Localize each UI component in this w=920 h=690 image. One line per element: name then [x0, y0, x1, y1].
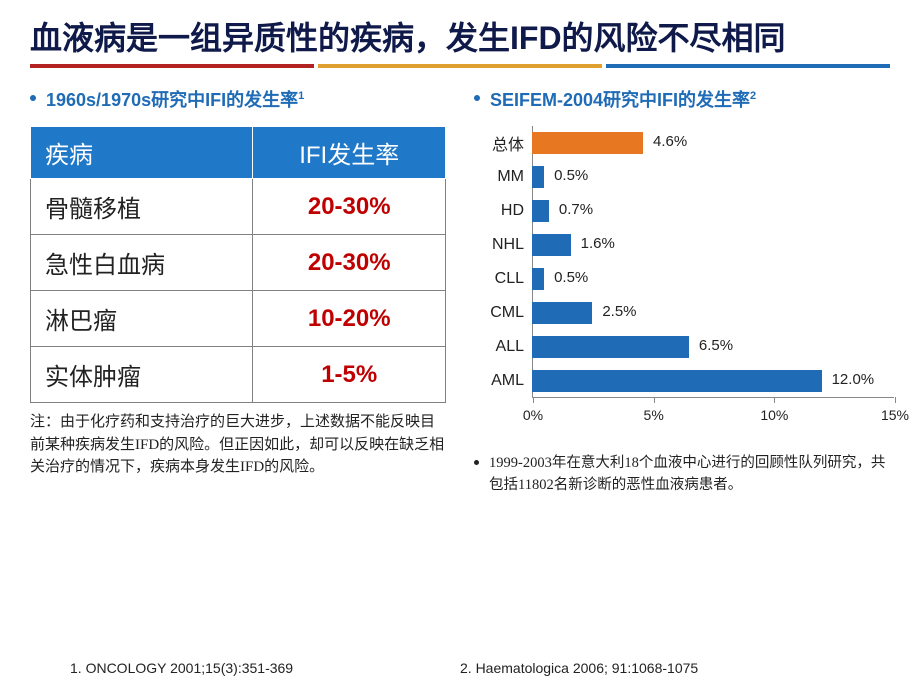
rate-cell: 20-30% [253, 179, 446, 235]
col-header-rate: IFI发生率 [253, 127, 446, 179]
disease-cell: 骨髓移植 [31, 179, 253, 235]
chart-row: ALL 6.5% [474, 330, 894, 364]
disease-cell: 急性白血病 [31, 235, 253, 291]
chart-value-label: 6.5% [699, 337, 733, 354]
ref-1: 1. ONCOLOGY 2001;15(3):351-369 [70, 660, 460, 676]
chart-bar [532, 234, 571, 256]
chart-bar [532, 166, 544, 188]
axis-tick-label: 5% [644, 407, 664, 423]
seifem-bar-chart: 0%5%10%15% 总体4.6%MM0.5%HD0.7%NHL1.6%CLL0… [474, 126, 894, 432]
table-row: 实体肿瘤1-5% [31, 347, 446, 403]
bullet-icon [474, 460, 479, 465]
chart-category-label: ALL [474, 338, 532, 356]
axis-tick-label: 15% [881, 407, 909, 423]
chart-category-label: CML [474, 304, 532, 322]
col-header-disease: 疾病 [31, 127, 253, 179]
table-row: 骨髓移植20-30% [31, 179, 446, 235]
chart-category-label: CLL [474, 270, 532, 288]
chart-bar [532, 336, 689, 358]
ref-2: 2. Haematologica 2006; 91:1068-1075 [460, 660, 850, 676]
chart-value-label: 1.6% [581, 235, 615, 252]
axis-tick-label: 0% [523, 407, 543, 423]
chart-row: AML 12.0% [474, 364, 894, 398]
left-footnote: 注：由于化疗药和支持治疗的巨大进步，上述数据不能反映目前某种疾病发生IFD的风险… [30, 411, 446, 479]
table-row: 淋巴瘤10-20% [31, 291, 446, 347]
rate-cell: 1-5% [253, 347, 446, 403]
chart-row: NHL 1.6% [474, 228, 894, 262]
chart-category-label: 总体 [474, 131, 532, 155]
disease-cell: 淋巴瘤 [31, 291, 253, 347]
references: 1. ONCOLOGY 2001;15(3):351-369 2. Haemat… [0, 660, 920, 676]
title-underline [30, 64, 890, 68]
chart-row: MM 0.5% [474, 160, 894, 194]
chart-row: CML 2.5% [474, 296, 894, 330]
left-column: 1960s/1970s研究中IFI的发生率1 疾病 IFI发生率 骨髓移植20-… [30, 86, 446, 497]
chart-value-label: 0.7% [559, 201, 593, 218]
chart-bar [532, 132, 643, 154]
ifi-table: 疾病 IFI发生率 骨髓移植20-30%急性白血病20-30%淋巴瘤10-20%… [30, 126, 446, 403]
bullet-icon [30, 95, 36, 101]
chart-row: HD 0.7% [474, 194, 894, 228]
table-row: 急性白血病20-30% [31, 235, 446, 291]
chart-bar [532, 302, 592, 324]
disease-cell: 实体肿瘤 [31, 347, 253, 403]
chart-value-label: 2.5% [602, 303, 636, 320]
chart-category-label: MM [474, 168, 532, 186]
bullet-icon [474, 95, 480, 101]
chart-category-label: HD [474, 202, 532, 220]
right-column: SEIFEM-2004研究中IFI的发生率2 0%5%10%15% 总体4.6%… [474, 86, 890, 497]
chart-category-label: AML [474, 372, 532, 390]
right-heading: SEIFEM-2004研究中IFI的发生率2 [490, 86, 756, 112]
slide-title: 血液病是一组异质性的疾病，发生IFD的风险不尽相同 [30, 18, 890, 58]
chart-bar [532, 200, 549, 222]
chart-bar [532, 268, 544, 290]
chart-value-label: 12.0% [832, 371, 875, 388]
rate-cell: 10-20% [253, 291, 446, 347]
chart-value-label: 0.5% [554, 167, 588, 184]
left-heading: 1960s/1970s研究中IFI的发生率1 [46, 86, 304, 112]
axis-tick-label: 10% [760, 407, 788, 423]
chart-row: CLL 0.5% [474, 262, 894, 296]
chart-row: 总体 4.6% [474, 126, 894, 160]
chart-bar [532, 370, 822, 392]
rate-cell: 20-30% [253, 235, 446, 291]
chart-value-label: 4.6% [653, 133, 687, 150]
chart-category-label: NHL [474, 236, 532, 254]
right-study-note: 1999-2003年在意大利18个血液中心进行的回顾性队列研究，共包括11802… [474, 452, 890, 497]
chart-value-label: 0.5% [554, 269, 588, 286]
